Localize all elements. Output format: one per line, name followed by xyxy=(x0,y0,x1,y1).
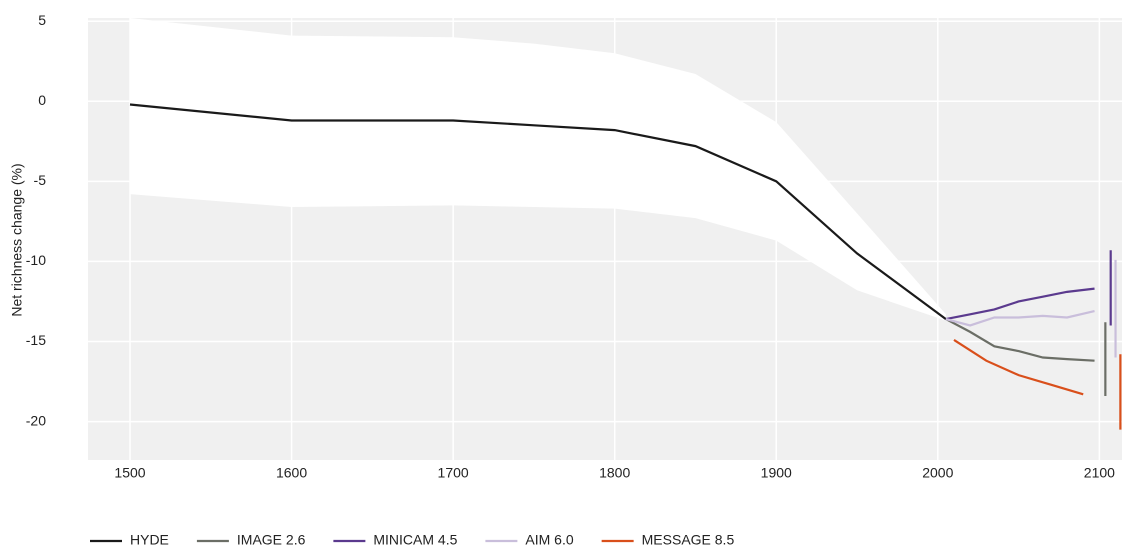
series-line xyxy=(945,287,1095,321)
x-tick-label: 2100 xyxy=(1084,465,1115,481)
legend-label: HYDE xyxy=(130,532,169,548)
y-axis-label: Net richness change (%) xyxy=(9,163,25,316)
legend-label: AIM 6.0 xyxy=(525,532,573,548)
legend-label: MESSAGE 8.5 xyxy=(642,532,735,548)
y-tick-label: -15 xyxy=(26,332,46,348)
y-tick-label: -20 xyxy=(26,412,46,428)
x-tick-label: 1700 xyxy=(438,465,469,481)
y-tick-label: 5 xyxy=(38,12,46,28)
series-line xyxy=(129,103,947,320)
x-tick-label: 1900 xyxy=(761,465,792,481)
y-tick-label: -5 xyxy=(34,172,47,188)
y-tick-label: 0 xyxy=(38,92,46,108)
series-line xyxy=(953,338,1084,396)
legend-label: MINICAM 4.5 xyxy=(373,532,457,548)
x-tick-label: 1500 xyxy=(114,465,145,481)
x-tick-label: 1800 xyxy=(599,465,630,481)
legend-label: IMAGE 2.6 xyxy=(237,532,306,548)
y-tick-label: -10 xyxy=(26,252,46,268)
x-tick-label: 1600 xyxy=(276,465,307,481)
x-tick-label: 2000 xyxy=(922,465,953,481)
series-line xyxy=(945,318,1095,362)
series-line xyxy=(945,309,1095,327)
uncertainty-band xyxy=(130,18,946,321)
